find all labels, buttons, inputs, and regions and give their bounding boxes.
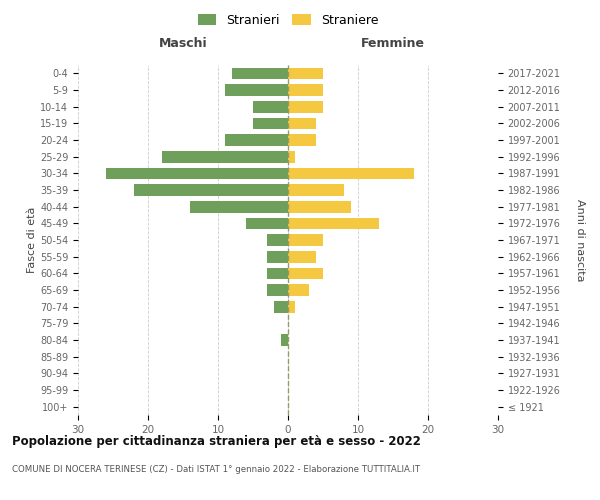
- Bar: [267, 284, 288, 296]
- Bar: [288, 234, 323, 246]
- Bar: [288, 284, 309, 296]
- Legend: Stranieri, Straniere: Stranieri, Straniere: [193, 8, 383, 32]
- Bar: [253, 101, 288, 112]
- Bar: [288, 68, 323, 79]
- Text: Maschi: Maschi: [158, 37, 208, 50]
- Text: Femmine: Femmine: [361, 37, 425, 50]
- Bar: [288, 201, 351, 212]
- Bar: [267, 251, 288, 262]
- Bar: [288, 118, 316, 129]
- Bar: [225, 84, 288, 96]
- Bar: [288, 251, 316, 262]
- Bar: [267, 234, 288, 246]
- Bar: [281, 334, 288, 346]
- Bar: [232, 68, 288, 79]
- Bar: [288, 184, 344, 196]
- Bar: [190, 201, 288, 212]
- Bar: [162, 151, 288, 162]
- Bar: [134, 184, 288, 196]
- Y-axis label: Fasce di età: Fasce di età: [27, 207, 37, 273]
- Bar: [288, 268, 323, 279]
- Bar: [288, 134, 316, 146]
- Bar: [274, 301, 288, 312]
- Bar: [225, 134, 288, 146]
- Bar: [267, 268, 288, 279]
- Bar: [288, 84, 323, 96]
- Bar: [106, 168, 288, 179]
- Y-axis label: Anni di nascita: Anni di nascita: [575, 198, 584, 281]
- Bar: [288, 301, 295, 312]
- Bar: [288, 151, 295, 162]
- Text: Popolazione per cittadinanza straniera per età e sesso - 2022: Popolazione per cittadinanza straniera p…: [12, 435, 421, 448]
- Text: COMUNE DI NOCERA TERINESE (CZ) - Dati ISTAT 1° gennaio 2022 - Elaborazione TUTTI: COMUNE DI NOCERA TERINESE (CZ) - Dati IS…: [12, 465, 420, 474]
- Bar: [288, 218, 379, 229]
- Bar: [288, 168, 414, 179]
- Bar: [253, 118, 288, 129]
- Bar: [288, 101, 323, 112]
- Bar: [246, 218, 288, 229]
